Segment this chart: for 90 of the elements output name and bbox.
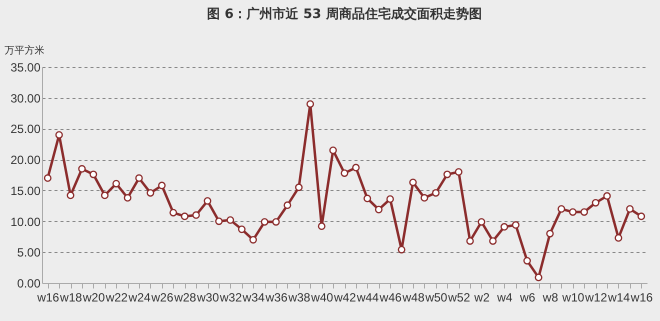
point: [409, 178, 417, 186]
x-tick-label: w10: [561, 290, 585, 304]
x-tick-label: w42: [332, 290, 356, 304]
point: [146, 189, 154, 197]
point: [135, 174, 143, 182]
x-tick-label: w2: [473, 290, 490, 304]
y-tick-label: 25.00: [10, 122, 41, 136]
point: [626, 205, 634, 213]
point: [260, 218, 268, 226]
y-tick-label: 0.00: [17, 276, 41, 290]
x-tick-label: w38: [287, 290, 311, 304]
point: [55, 131, 63, 139]
x-tick-label: w4: [496, 290, 513, 304]
point: [272, 218, 280, 226]
x-tick-label: w40: [310, 290, 334, 304]
point: [374, 206, 383, 214]
point: [340, 169, 348, 177]
point: [66, 192, 74, 200]
point: [386, 195, 394, 203]
point: [44, 174, 52, 182]
point: [512, 221, 520, 229]
point: [443, 170, 452, 178]
y-tick-label: 10.00: [10, 214, 41, 229]
point: [78, 165, 86, 173]
point: [489, 237, 497, 245]
x-tick-label: w20: [82, 290, 106, 304]
point: [180, 212, 188, 220]
point: [466, 237, 474, 245]
point: [204, 197, 212, 205]
point: [124, 194, 132, 202]
point: [215, 217, 223, 226]
point: [238, 226, 246, 234]
y-tick-label: 15.00: [10, 184, 41, 198]
point: [580, 208, 588, 216]
x-tick-label: w24: [128, 290, 151, 304]
point: [329, 146, 337, 154]
point: [523, 256, 531, 265]
point: [592, 198, 600, 207]
x-tick-label: w18: [59, 290, 82, 304]
point: [192, 211, 200, 219]
x-tick-label: w8: [542, 290, 558, 304]
point: [352, 164, 360, 172]
point: [603, 192, 611, 200]
x-tick-label: w34: [242, 290, 266, 304]
x-tick-label: w30: [196, 290, 220, 304]
point: [158, 182, 166, 190]
x-tick-label: w32: [218, 290, 242, 304]
point: [534, 274, 542, 282]
point: [420, 194, 428, 202]
x-tick-label: w48: [401, 290, 425, 304]
y-axis-title: 万平方米: [4, 44, 44, 56]
x-tick-label: w22: [104, 290, 128, 304]
x-tick-label: w52: [447, 290, 470, 304]
point: [226, 216, 234, 224]
point: [500, 223, 508, 231]
point: [614, 234, 622, 242]
x-tick-label: w12: [584, 290, 608, 304]
point: [249, 236, 257, 244]
point: [432, 189, 440, 197]
x-tick-label: w6: [518, 290, 536, 304]
y-tick-label: 20.00: [10, 153, 41, 168]
x-tick-label: w46: [378, 290, 402, 304]
x-tick-label: w16: [36, 290, 60, 304]
point: [169, 208, 178, 216]
point: [478, 218, 486, 226]
y-tick-label: 35.00: [10, 60, 41, 74]
x-tick-label: w26: [150, 290, 174, 304]
x-tick-label: w14: [606, 290, 630, 304]
x-tick-label: w50: [424, 290, 448, 304]
point: [568, 208, 577, 216]
y-tick-label: 5.00: [17, 246, 41, 260]
point: [637, 212, 646, 220]
x-tick-label: w28: [173, 290, 197, 304]
point: [364, 194, 372, 202]
point: [558, 205, 566, 213]
point: [284, 201, 292, 210]
point: [318, 222, 326, 230]
x-tick-label: w36: [264, 290, 288, 304]
point: [306, 100, 314, 108]
point: [100, 192, 109, 200]
point: [90, 170, 98, 178]
point: [546, 230, 554, 238]
chart-title: 图 6：广州市近 53 周商品住宅成交面积走势图: [207, 6, 482, 22]
x-tick-label: w16: [630, 290, 654, 304]
x-tick-label: w44: [356, 290, 380, 304]
point: [112, 180, 120, 188]
y-tick-label: 30.00: [10, 91, 41, 106]
point: [295, 184, 303, 192]
point: [398, 246, 406, 254]
point: [454, 168, 462, 176]
